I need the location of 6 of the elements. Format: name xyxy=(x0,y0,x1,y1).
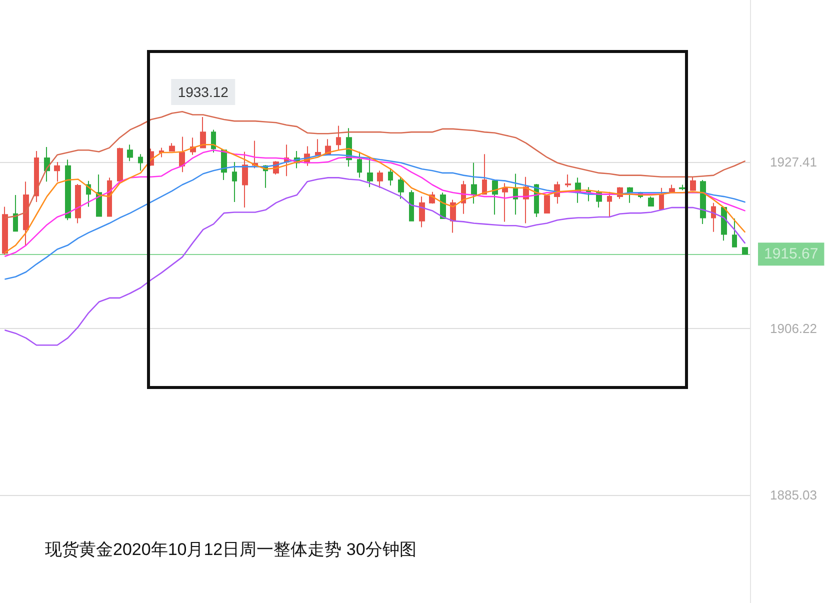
annotation: 1933.12 xyxy=(178,84,229,100)
ref-line-label: 1915.67 xyxy=(764,246,818,263)
text: 现货黄金2020年10月12日周一整体走势 30分钟图 xyxy=(45,540,416,559)
y-tick-label: 1906.22 xyxy=(770,320,817,336)
y-tick-label: 1885.03 xyxy=(770,488,817,503)
y-tick-label: 1927.41 xyxy=(770,154,817,170)
